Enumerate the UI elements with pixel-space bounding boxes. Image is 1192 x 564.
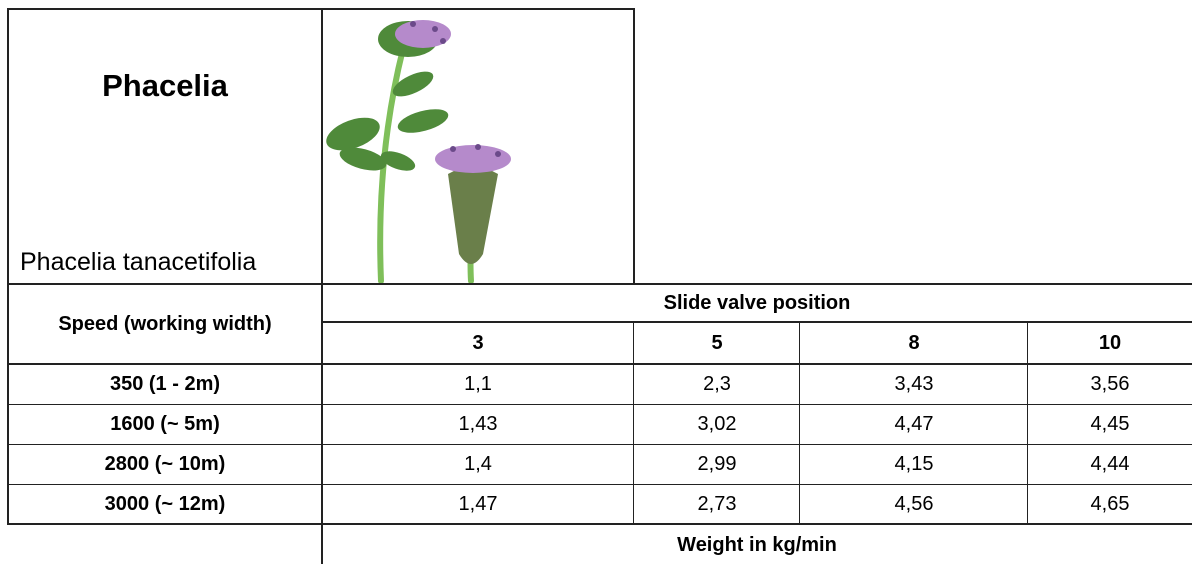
column-header: 8 (800, 322, 1028, 364)
subtitle: Phacelia tanacetifolia (20, 248, 256, 277)
row-label: 1600 (~ 5m) (8, 404, 322, 444)
value-cell: 3,56 (1028, 364, 1192, 404)
column-header: 3 (322, 322, 634, 364)
value-cell: 4,56 (800, 484, 1028, 524)
value-cell: 1,4 (322, 444, 634, 484)
value-cell: 4,47 (800, 404, 1028, 444)
column-header: 5 (634, 322, 800, 364)
title: Phacelia (8, 68, 322, 104)
value-cell: 2,3 (634, 364, 800, 404)
value-cell: 2,73 (634, 484, 800, 524)
border (633, 8, 635, 284)
value-cell: 3,02 (634, 404, 800, 444)
value-cell: 1,47 (322, 484, 634, 524)
group-header: Slide valve position (322, 284, 1192, 322)
row-label: 350 (1 - 2m) (8, 364, 322, 404)
column-header: 10 (1028, 322, 1192, 364)
value-cell: 1,43 (322, 404, 634, 444)
value-cell: 2,99 (634, 444, 800, 484)
value-cell: 4,15 (800, 444, 1028, 484)
row-label: 2800 (~ 10m) (8, 444, 322, 484)
value-cell: 4,45 (1028, 404, 1192, 444)
row-header: Speed (working width) (8, 284, 322, 364)
value-cell: 4,65 (1028, 484, 1192, 524)
value-cell: 3,43 (800, 364, 1028, 404)
plant-illustration (323, 9, 633, 283)
page: {"header": {"title": "Phacelia", "subtit… (0, 0, 1192, 564)
value-cell: 4,44 (1028, 444, 1192, 484)
value-cell: 1,1 (322, 364, 634, 404)
row-label: 3000 (~ 12m) (8, 484, 322, 524)
footer: Weight in kg/min (322, 526, 1192, 564)
